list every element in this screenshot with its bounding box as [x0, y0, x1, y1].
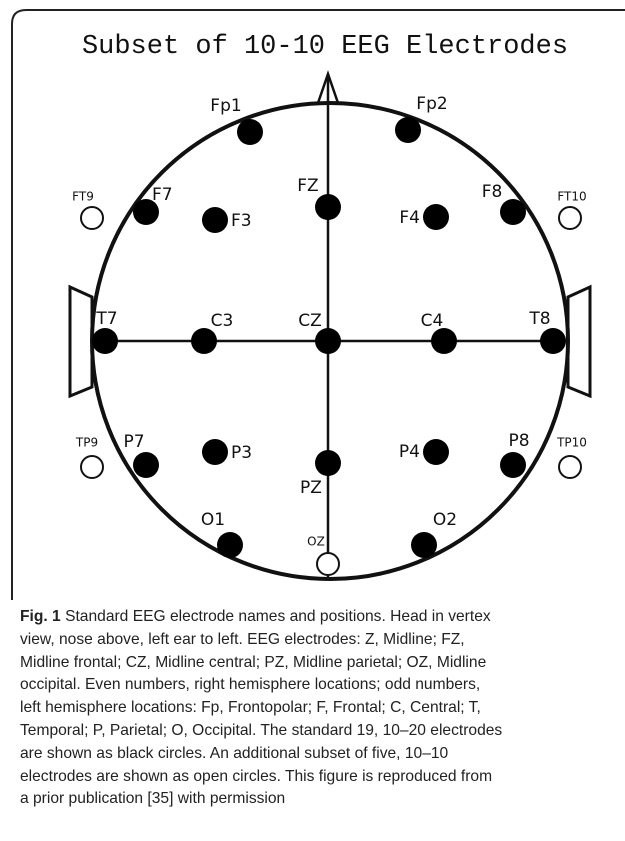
electrode-label: C3	[211, 311, 234, 331]
electrode-label: P7	[123, 432, 144, 452]
electrode	[423, 439, 449, 465]
electrode	[423, 204, 449, 230]
open-electrode	[558, 206, 582, 230]
caption-text: Standard EEG electrode names and positio…	[60, 608, 491, 625]
electrode	[500, 199, 526, 225]
caption-line: Temporal; P, Parietal; O, Occipital. The…	[20, 720, 620, 743]
electrode	[133, 452, 159, 478]
caption-text: Midline frontal; CZ, Midline central; PZ…	[20, 653, 487, 671]
frame	[11, 9, 625, 600]
caption-text: a prior publication [35] with permission	[20, 790, 286, 808]
electrode	[431, 328, 457, 354]
electrode-label: F8	[482, 182, 503, 202]
electrode	[500, 452, 526, 478]
caption-line: Fig. 1 Standard EEG electrode names and …	[20, 606, 620, 629]
title: Subset of 10-10 EEG Electrodes	[82, 32, 568, 62]
electrode	[217, 532, 243, 558]
electrode-label: Fp1	[210, 96, 241, 116]
caption-text: Temporal; P, Parietal; O, Occipital. The…	[20, 721, 503, 739]
open-electrode	[316, 552, 340, 576]
electrode	[133, 199, 159, 225]
electrode	[315, 328, 341, 354]
electrode-label: TP10	[556, 436, 587, 450]
caption-line: are shown as black circles. An additiona…	[20, 743, 620, 766]
caption-line: electrodes are shown as open circles. Th…	[20, 766, 620, 789]
electrode	[315, 194, 341, 220]
electrode-label: Fp2	[416, 94, 447, 114]
electrode-label: T8	[528, 309, 550, 329]
electrodes: Fp1 Fp2 F7 F3 FZ F4 F8 T7 C3 CZ C4 T8 P7 P3 PZ P4 P8 O1 O2…	[72, 94, 587, 576]
electrode-label: T7	[95, 309, 117, 329]
caption-line: view, nose above, left ear to left. EEG …	[20, 629, 620, 652]
electrode-label: P3	[231, 443, 252, 463]
electrode	[411, 532, 437, 558]
caption-text: electrodes are shown as open circles. Th…	[20, 767, 493, 785]
electrode-label: F4	[399, 208, 420, 228]
electrode	[540, 328, 566, 354]
electrode-label: F3	[231, 211, 252, 231]
electrode-label: P8	[508, 431, 529, 451]
electrode-label: TP9	[75, 436, 98, 450]
electrode-label: FZ	[297, 176, 318, 196]
electrode-label: F7	[152, 185, 173, 205]
electrode-label: CZ	[298, 311, 322, 331]
electrode-label: P4	[399, 442, 420, 462]
caption-text: left hemisphere locations: Fp, Frontopol…	[20, 699, 481, 717]
open-electrode	[558, 455, 582, 479]
caption-text: view, nose above, left ear to left. EEG …	[20, 630, 465, 648]
electrode	[395, 117, 421, 143]
electrode-label: PZ	[300, 478, 322, 498]
caption-text: occipital. Even numbers, right hemispher…	[20, 676, 481, 694]
electrode	[202, 439, 228, 465]
caption-line: occipital. Even numbers, right hemispher…	[20, 674, 620, 697]
electrode-label: O1	[201, 510, 225, 530]
electrode-label: FT9	[72, 190, 94, 204]
electrode-label: FT10	[557, 190, 586, 204]
open-electrode	[80, 455, 104, 479]
electrode	[191, 328, 217, 354]
right-ear	[566, 284, 592, 399]
open-electrode	[80, 206, 104, 230]
electrode	[315, 450, 341, 476]
electrode	[202, 207, 228, 233]
caption-line: a prior publication [35] with permission	[20, 788, 620, 811]
caption-label: Fig. 1	[20, 608, 61, 625]
caption-line: left hemisphere locations: Fp, Frontopol…	[20, 697, 620, 720]
diagram: Subset of 10-10 EEG Electrodes Fp1 Fp2F7F…	[11, 9, 625, 600]
caption-line: Midline frontal; CZ, Midline central; PZ…	[20, 652, 620, 675]
electrode	[92, 328, 118, 354]
electrode-label: O2	[433, 510, 457, 530]
caption-text: are shown as black circles. An additiona…	[20, 744, 449, 762]
electrode-label: OZ	[307, 535, 325, 549]
caption: Fig. 1 Standard EEG electrode names and …	[20, 606, 620, 811]
electrode-label: C4	[421, 311, 444, 331]
left-ear	[68, 284, 94, 399]
electrode	[237, 119, 263, 145]
